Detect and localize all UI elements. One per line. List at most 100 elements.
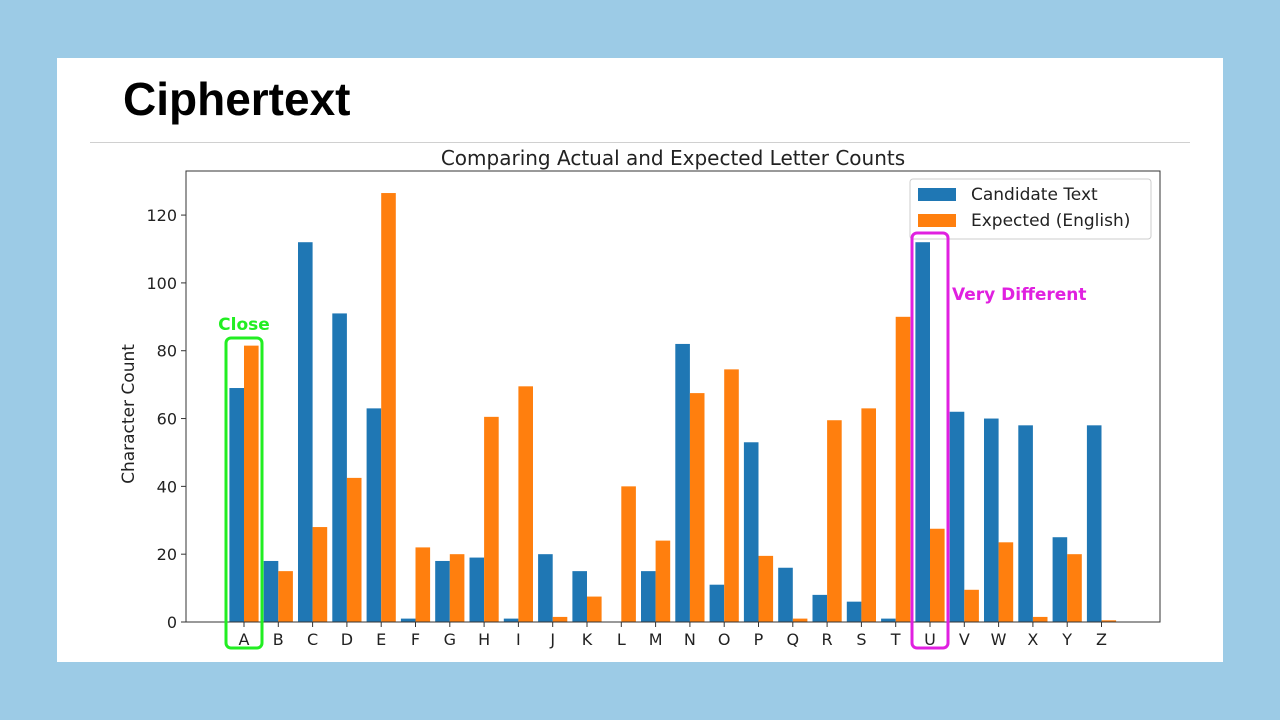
bar-expected-v bbox=[964, 589, 979, 622]
bar-expected-j bbox=[552, 616, 568, 622]
bar-candidate-i bbox=[503, 618, 519, 622]
x-tick-label: M bbox=[649, 630, 663, 649]
y-axis-ticks: 0 20 40 60 80 100 120 bbox=[146, 206, 186, 632]
bar-candidate-d bbox=[332, 313, 347, 622]
bar-candidate-b bbox=[263, 560, 279, 622]
bar-expected-f bbox=[415, 547, 431, 622]
bar-expected-e bbox=[381, 193, 396, 622]
x-tick-label: O bbox=[718, 630, 731, 649]
x-tick-label: X bbox=[1027, 630, 1038, 649]
x-tick-label: W bbox=[991, 630, 1007, 649]
annotation-label: Very Different bbox=[952, 285, 1087, 305]
bar-candidate-n bbox=[675, 343, 690, 622]
bar-expected-d bbox=[346, 477, 362, 622]
x-tick-label: C bbox=[307, 630, 318, 649]
bar-candidate-s bbox=[846, 601, 862, 622]
bar-expected-i bbox=[518, 386, 533, 622]
slide: Ciphertext Comparing Actual and Expected… bbox=[57, 58, 1223, 662]
y-axis-label: Character Count bbox=[119, 344, 139, 484]
bar-expected-y bbox=[1067, 554, 1082, 622]
bar-expected-p bbox=[758, 555, 774, 622]
bar-expected-m bbox=[655, 540, 671, 622]
bar-candidate-p bbox=[743, 442, 759, 622]
bar-expected-z bbox=[1101, 620, 1117, 622]
bar-candidate-j bbox=[538, 554, 553, 622]
bar-expected-x bbox=[1032, 616, 1048, 622]
x-tick-label: R bbox=[822, 630, 833, 649]
plot-frame bbox=[185, 170, 1161, 623]
bar-candidate-a bbox=[229, 388, 244, 622]
x-tick-label: P bbox=[754, 630, 764, 649]
y-tick-label: 40 bbox=[157, 477, 177, 496]
x-tick-label: K bbox=[582, 630, 593, 649]
bar-candidate-x bbox=[1018, 425, 1033, 622]
x-tick-label: I bbox=[516, 630, 521, 649]
bar-expected-k bbox=[587, 596, 602, 622]
bar-candidate-o bbox=[709, 584, 725, 622]
bar-expected-t bbox=[895, 316, 911, 622]
x-tick-label: N bbox=[684, 630, 696, 649]
x-tick-label: S bbox=[856, 630, 866, 649]
bar-expected-a bbox=[244, 345, 259, 622]
bar-expected-u bbox=[930, 528, 945, 622]
legend-label: Candidate Text bbox=[971, 185, 1098, 205]
letter-count-chart: Comparing Actual and Expected Letter Cou… bbox=[119, 146, 1161, 650]
legend-label: Expected (English) bbox=[971, 211, 1130, 231]
y-tick-label: 20 bbox=[157, 545, 177, 564]
bar-expected-g bbox=[449, 554, 465, 622]
x-tick-label: F bbox=[411, 630, 420, 649]
x-tick-label: A bbox=[239, 630, 250, 649]
x-tick-label: T bbox=[890, 630, 901, 649]
bar-candidate-q bbox=[778, 567, 793, 622]
bar-expected-n bbox=[689, 393, 705, 622]
x-tick-label: H bbox=[478, 630, 490, 649]
bar-expected-r bbox=[827, 420, 842, 622]
bar-candidate-c bbox=[298, 242, 313, 623]
legend-box bbox=[909, 178, 1152, 240]
x-axis-ticks: A B C D E F G H I J K L M N O P Q R S T U V W X Y Z bbox=[239, 622, 1107, 649]
bar-expected-q bbox=[792, 618, 808, 622]
legend-swatch bbox=[918, 214, 956, 227]
bar-candidate-z bbox=[1086, 425, 1102, 622]
bar-candidate-t bbox=[881, 618, 896, 622]
highlight-box-a bbox=[224, 336, 264, 650]
bar-candidate-v bbox=[949, 411, 965, 622]
x-tick-label: G bbox=[444, 630, 456, 649]
bar-expected-l bbox=[621, 486, 636, 622]
x-tick-label: Q bbox=[787, 630, 800, 649]
x-tick-label: L bbox=[617, 630, 626, 649]
bar-candidate-g bbox=[435, 560, 450, 622]
chart-title: Comparing Actual and Expected Letter Cou… bbox=[441, 146, 905, 170]
bar-expected-s bbox=[861, 408, 876, 622]
x-tick-label: J bbox=[549, 630, 555, 649]
bar-candidate-y bbox=[1052, 537, 1068, 622]
highlight-box-u bbox=[910, 231, 950, 650]
y-tick-label: 0 bbox=[167, 613, 177, 632]
y-tick-label: 120 bbox=[146, 206, 177, 225]
bars bbox=[229, 193, 1117, 623]
bar-candidate-f bbox=[400, 618, 416, 622]
bar-candidate-r bbox=[812, 594, 828, 622]
bar-expected-b bbox=[278, 571, 293, 622]
bar-candidate-w bbox=[984, 418, 999, 622]
legend-swatch bbox=[918, 188, 956, 201]
bar-candidate-k bbox=[572, 571, 587, 622]
bar-candidate-m bbox=[641, 571, 656, 622]
bar-candidate-h bbox=[469, 557, 485, 622]
x-tick-label: Y bbox=[1061, 630, 1072, 649]
bar-expected-o bbox=[724, 369, 739, 622]
bar-candidate-e bbox=[366, 408, 382, 622]
slide-title: Ciphertext bbox=[123, 73, 351, 125]
bar-expected-h bbox=[484, 416, 499, 622]
x-tick-label: U bbox=[924, 630, 936, 649]
y-tick-label: 80 bbox=[157, 342, 177, 361]
x-tick-label: B bbox=[273, 630, 284, 649]
annotation-label: Close bbox=[218, 315, 270, 335]
x-tick-label: D bbox=[341, 630, 353, 649]
bar-candidate-u bbox=[915, 242, 930, 623]
x-tick-label: V bbox=[959, 630, 970, 649]
x-tick-label: Z bbox=[1096, 630, 1107, 649]
annotations: Close Very Different bbox=[218, 231, 1087, 650]
bar-expected-c bbox=[312, 527, 328, 622]
bar-expected-w bbox=[998, 542, 1014, 622]
